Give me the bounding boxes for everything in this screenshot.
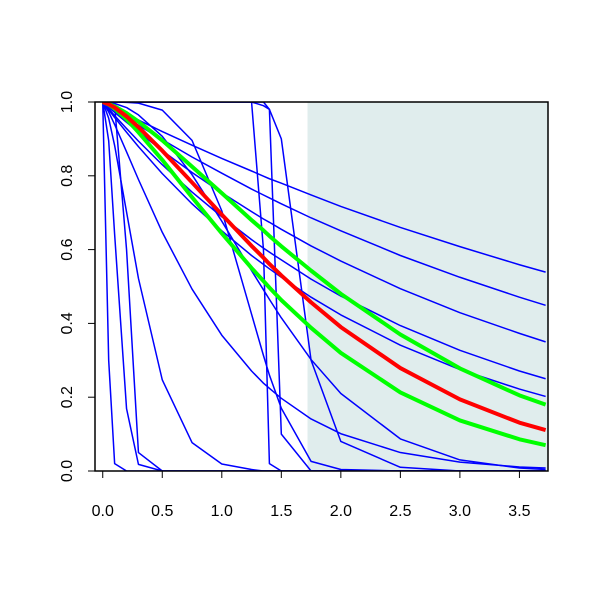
series-line <box>102 102 546 398</box>
series-line <box>101 102 547 448</box>
plot-frame <box>94 101 549 472</box>
y-tick-label: 0.0 <box>59 460 76 482</box>
x-tick-label: 2.5 <box>389 503 411 520</box>
y-tick-label: 0.2 <box>59 386 76 408</box>
series-line <box>102 102 546 380</box>
series-line <box>102 102 546 471</box>
series-line <box>101 102 546 471</box>
series-line <box>101 102 546 471</box>
series-line <box>102 102 546 469</box>
series-line <box>102 102 546 343</box>
y-tick-label: 0.4 <box>59 312 76 334</box>
series-line <box>102 102 546 471</box>
series-line <box>102 102 547 432</box>
series-line <box>102 102 546 471</box>
y-tick-label: 1.0 <box>59 91 76 113</box>
x-tick-label: 1.5 <box>270 503 292 520</box>
x-tick-label: 0.5 <box>151 503 173 520</box>
plot-area <box>101 102 548 471</box>
x-tick-label: 2.0 <box>330 503 352 520</box>
x-tick-label: 3.0 <box>449 503 471 520</box>
series-line <box>102 102 547 407</box>
x-tick-label: 0.0 <box>92 503 114 520</box>
series-line <box>102 102 546 471</box>
y-tick-label: 0.8 <box>59 165 76 187</box>
x-tick-label: 1.0 <box>211 503 233 520</box>
shaded-region <box>307 102 548 471</box>
y-tick-label: 0.6 <box>59 238 76 260</box>
x-tick-label: 3.5 <box>508 503 530 520</box>
